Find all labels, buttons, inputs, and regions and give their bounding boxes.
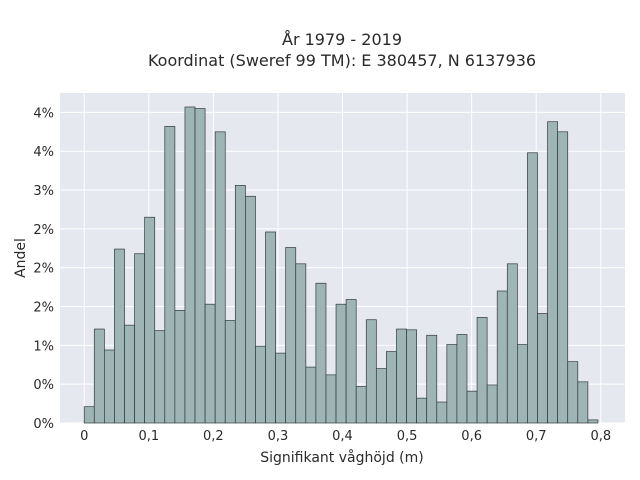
histogram-bar (416, 397, 428, 424)
histogram-bar (124, 324, 135, 424)
y-tick-label: 2% (33, 223, 54, 238)
histogram-bar (375, 368, 387, 424)
histogram-bar (83, 406, 95, 424)
histogram-bar (255, 345, 266, 424)
y-tick-label: 1% (33, 339, 54, 354)
histogram-bar (446, 344, 458, 424)
histogram-bar (305, 366, 317, 424)
x-tick-label: 0,1 (138, 429, 159, 444)
histogram-bar (184, 106, 196, 424)
histogram-bar (194, 108, 206, 424)
histogram-bar (456, 334, 468, 424)
y-axis-label: Andel (13, 238, 29, 278)
y-tick-label: 2% (33, 301, 54, 316)
histogram-bar (285, 247, 297, 424)
histogram-bar (144, 216, 156, 424)
x-tick-label: 0,3 (268, 429, 289, 444)
histogram-bar (164, 126, 176, 424)
histogram-bar (104, 349, 115, 424)
tick-labels: 0 0,1 0,2 0,3 0,4 0,5 0,6 0,7 0,8 0% 0% 1% 2% 2% 2% 3% 4… (33, 106, 611, 444)
x-tick-label: 0,4 (332, 429, 353, 444)
histogram-bar (486, 384, 498, 424)
histogram-bar (325, 374, 337, 424)
histogram-bar (537, 313, 548, 424)
histogram-bar (295, 263, 307, 424)
chart-title: År 1979 - 2019 (282, 30, 402, 49)
x-tick-label: 0,8 (590, 429, 611, 444)
histogram-bar (154, 330, 166, 424)
histogram-bar (335, 303, 347, 424)
chart-subtitle: Koordinat (Sweref 99 TM): E 380457, N 61… (148, 51, 536, 70)
histogram-bar (355, 386, 367, 424)
y-tick-label: 4% (33, 106, 54, 121)
y-tick-label: 4% (33, 145, 54, 160)
y-tick-label: 0% (33, 378, 54, 393)
histogram-bar (527, 152, 538, 424)
histogram-bar (517, 344, 528, 424)
histogram-bar (466, 390, 478, 424)
x-tick-label: 0,5 (397, 429, 418, 444)
histogram-bar (496, 290, 508, 424)
histogram-bar (547, 121, 559, 424)
histogram-bar (506, 263, 518, 424)
histogram-bar (93, 328, 105, 424)
x-tick-label: 0,6 (461, 429, 482, 444)
histogram-bar (406, 329, 417, 424)
histogram-bar (265, 231, 276, 424)
histogram-bar (557, 131, 569, 424)
histogram-bar (174, 310, 186, 424)
y-tick-label: 0% (33, 417, 54, 432)
y-tick-label: 2% (33, 262, 54, 277)
histogram-bar (587, 419, 599, 424)
histogram-bar (386, 351, 397, 424)
x-tick-label: 0,2 (203, 429, 224, 444)
histogram-bar (396, 328, 407, 424)
histogram-bars (83, 106, 599, 424)
histogram-bar (365, 319, 377, 424)
histogram-bar (567, 361, 579, 424)
x-tick-label: 0 (80, 429, 88, 444)
histogram-bar (426, 334, 438, 424)
histogram-bar (577, 381, 589, 424)
y-tick-label: 3% (33, 184, 54, 199)
histogram-bar (214, 131, 226, 424)
histogram-bar (345, 299, 357, 424)
x-tick-label: 0,7 (526, 429, 547, 444)
histogram-bar (134, 253, 146, 424)
histogram-bar (436, 401, 448, 424)
histogram-bar (224, 320, 236, 424)
histogram-bar (275, 352, 287, 424)
histogram-bar (476, 317, 488, 424)
x-axis-label: Signifikant våghöjd (m) (260, 449, 423, 466)
histogram-bar (114, 248, 125, 424)
histogram-bar (245, 195, 256, 424)
histogram-bar (234, 185, 246, 424)
histogram-bar (204, 303, 216, 424)
histogram-bar (315, 282, 327, 424)
